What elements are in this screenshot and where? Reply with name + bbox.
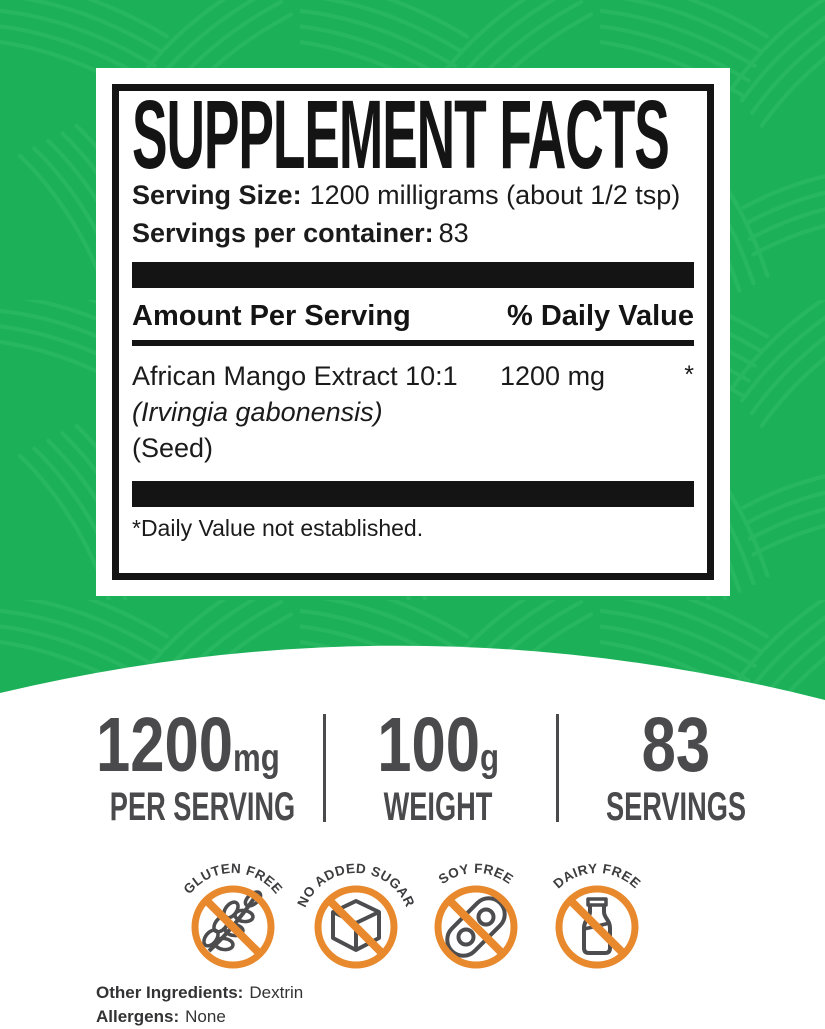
ingredient-daily-value: *: [684, 361, 694, 389]
ingredient-amount: 1200 mg: [500, 361, 606, 391]
svg-text:SOY FREE: SOY FREE: [436, 861, 516, 887]
stat-label: SERVINGS: [605, 785, 747, 829]
footer-ingredients: Other Ingredients: Dextrin Allergens: None: [96, 981, 303, 1029]
ingredient-name: African Mango Extract 10:1: [132, 361, 458, 391]
stat-divider: [323, 714, 326, 822]
stat-unit: mg: [233, 737, 280, 780]
ingredient-plant-part: (Seed): [132, 433, 214, 463]
daily-value-footnote: *Daily Value not established.: [132, 515, 424, 541]
separator-bar-bottom: [132, 481, 694, 507]
allergens-value: None: [185, 1007, 226, 1027]
badge-gluten-free: GLUTEN FREE: [163, 853, 303, 993]
amount-per-serving-header: Amount Per Serving: [132, 300, 411, 332]
allergens-line: Allergens: None: [96, 1005, 303, 1029]
prohibited-circle-icon: [434, 885, 518, 969]
stat-label: PER SERVING: [109, 785, 296, 829]
stat-per-serving: 1200mg PER SERVING: [73, 707, 303, 830]
servings-per-container-value: 83: [438, 218, 469, 248]
badge-dairy-free: DAIRY FREE: [527, 853, 667, 993]
allergens-label: Allergens:: [96, 1007, 180, 1027]
supplement-facts-title: SUPPLEMENT FACTS: [132, 84, 694, 189]
supplement-facts-panel: SUPPLEMENT FACTS Serving Size: 1200 milli…: [96, 68, 730, 596]
serving-size-label: Serving Size:: [132, 180, 302, 210]
other-ingredients-label: Other Ingredients:: [96, 983, 244, 1002]
stat-label: WEIGHT: [383, 785, 493, 829]
stat-unit: g: [479, 737, 499, 780]
header-rule: [132, 340, 694, 346]
daily-value-header: % Daily Value: [507, 300, 694, 332]
servings-per-container-line: Servings per container: 83: [132, 218, 694, 249]
prohibited-circle-icon: [314, 885, 398, 969]
supplement-facts-title-text: SUPPLEMENT FACTS: [132, 84, 670, 189]
stat-servings-number: 83: [642, 707, 711, 784]
other-ingredients-value: Dextrin: [249, 983, 304, 1002]
stat-weight-number: 100g: [377, 707, 499, 784]
stat-value: 100: [377, 702, 480, 788]
badge-arc-label: SOY FREE: [436, 861, 516, 887]
prohibited-circle-icon: [555, 885, 639, 969]
ingredient-row: African Mango Extract 10:1 1200 mg *: [132, 361, 694, 392]
other-ingredients-line: Other Ingredients: Dextrin: [96, 981, 303, 1005]
prohibited-circle-icon: [191, 885, 275, 969]
stat-value: 83: [641, 702, 711, 788]
stat-servings: 83 SERVINGS: [561, 707, 791, 830]
stat-weight: 100g WEIGHT: [323, 707, 553, 830]
separator-bar-top: [132, 262, 694, 288]
facts-column-headers: Amount Per Serving % Daily Value: [132, 300, 694, 333]
servings-per-container-label: Servings per container:: [132, 218, 434, 248]
stat-per-serving-number: 1200mg: [96, 707, 280, 784]
curved-section-divider: [0, 645, 825, 702]
serving-size-line: Serving Size: 1200 milligrams (about 1/2 …: [132, 180, 694, 211]
serving-size-value: 1200 milligrams (about 1/2 tsp): [309, 180, 681, 210]
badge-no-added-sugar: NO ADDED SUGAR: [286, 853, 426, 993]
stat-divider: [556, 714, 559, 822]
ingredient-scientific-name: (Irvingia gabonensis): [132, 397, 383, 427]
badge-soy-free: SOY FREE: [406, 853, 546, 993]
stat-value: 1200: [96, 702, 234, 788]
supplement-facts-border: SUPPLEMENT FACTS Serving Size: 1200 milli…: [112, 84, 714, 580]
